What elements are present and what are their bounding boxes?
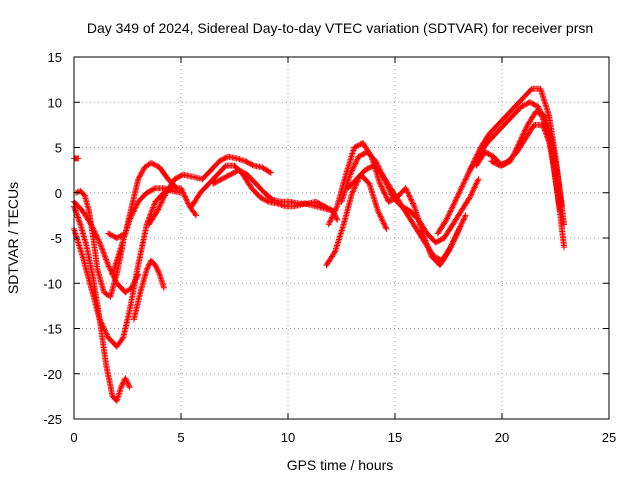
y-tick-label: -20 xyxy=(43,367,62,382)
y-tick-label: -5 xyxy=(50,231,62,246)
series-markers xyxy=(210,167,341,223)
y-tick-label: -15 xyxy=(43,322,62,337)
series-arc-8 xyxy=(145,153,274,228)
y-tick-label: 15 xyxy=(48,50,62,65)
x-tick-label: 20 xyxy=(495,430,509,445)
series-markers xyxy=(130,257,167,323)
x-tick-label: 0 xyxy=(70,430,77,445)
series-arc-10 xyxy=(210,167,341,223)
y-tick-label: -10 xyxy=(43,276,62,291)
series-arc-19 xyxy=(71,155,82,162)
series-layer xyxy=(71,85,568,404)
series-markers xyxy=(71,155,82,162)
x-axis-label: GPS time / hours xyxy=(287,457,394,473)
series-markers xyxy=(105,159,180,241)
y-tick-label: -25 xyxy=(43,412,62,427)
y-axis-label: SDTVAR / TECUs xyxy=(5,182,21,294)
series-markers xyxy=(145,153,274,228)
x-tick-label: 25 xyxy=(602,430,616,445)
series-markers xyxy=(323,171,390,269)
series-arc-11 xyxy=(323,171,390,269)
x-tick-label: 10 xyxy=(281,430,295,445)
y-tick-label: 10 xyxy=(48,95,62,110)
tick-layer: 0 5 10 15 20 25 15 10 5 0 -5 -10 -15 -20 -25 xyxy=(43,50,616,445)
series-arc-6 xyxy=(130,257,167,323)
x-tick-label: 15 xyxy=(388,430,402,445)
series-markers xyxy=(344,162,463,264)
series-arc-18 xyxy=(488,121,568,251)
series-arc-5 xyxy=(105,159,180,241)
y-tick-label: 0 xyxy=(55,186,62,201)
chart-title: Day 349 of 2024, Sidereal Day-to-day VTE… xyxy=(87,20,593,36)
series-markers xyxy=(488,121,568,251)
x-tick-label: 5 xyxy=(177,430,184,445)
y-tick-label: 5 xyxy=(55,141,62,156)
series-arc-14 xyxy=(344,162,463,264)
